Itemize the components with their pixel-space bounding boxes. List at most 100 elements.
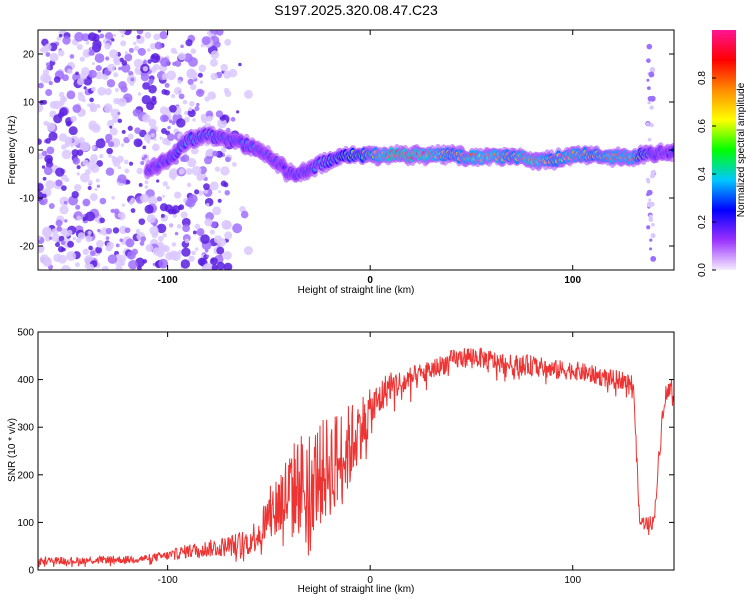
- spectrogram-noise-blob: [75, 204, 81, 210]
- x-tick-label: 100: [564, 575, 581, 586]
- spectrogram-noise-blob: [176, 118, 186, 128]
- spectrogram-noise-blob: [216, 261, 225, 270]
- y-tick-label: 20: [23, 50, 35, 61]
- spectrogram-noise-blob: [120, 40, 127, 47]
- spectrogram-noise-blob: [123, 159, 129, 165]
- spectrogram-noise-blob: [203, 189, 209, 194]
- spectrogram-noise-blob: [188, 255, 195, 262]
- spectrogram-noise-blob: [73, 214, 77, 219]
- spectrogram-noise-blob: [43, 120, 49, 126]
- spectrogram-noise-blob: [97, 228, 101, 233]
- spectrogram-noise-blob: [39, 99, 45, 106]
- spectrogram-noise-blob: [162, 181, 168, 187]
- spectrogram-noise-blob: [46, 146, 55, 155]
- spectrogram-noise-blob: [99, 153, 104, 159]
- spectrogram-noise-blob: [230, 117, 236, 122]
- colorbar-label: Normalized spectral amplitude: [736, 82, 747, 217]
- spectrogram-noise-blob: [127, 125, 133, 131]
- spectrogram-noise-blob: [135, 228, 141, 234]
- spectrogram-noise-blob: [137, 92, 142, 96]
- spectrogram-noise-blob: [169, 104, 177, 113]
- spectrogram-noise-blob: [189, 101, 195, 107]
- spectrogram-noise-blob: [205, 110, 214, 118]
- spectrogram-noise-blob: [144, 180, 149, 185]
- spectrogram-noise-blob: [95, 178, 100, 183]
- spectrogram-noise-blob: [48, 203, 55, 209]
- spectrogram-noise-blob: [192, 230, 197, 235]
- spectrogram-noise-blob: [105, 56, 110, 61]
- spectrogram-noise-blob: [49, 52, 59, 62]
- spectrogram-noise-blob: [180, 259, 191, 269]
- spectrogram-noise-blob: [76, 78, 84, 86]
- spectrogram-noise-blob: [160, 114, 168, 123]
- spectrogram-noise-blob: [95, 64, 102, 72]
- spectrogram-noise-blob: [62, 36, 71, 45]
- spectrogram-noise-blob: [214, 166, 221, 172]
- spectrogram-noise-blob: [134, 68, 142, 75]
- spectrogram-noise-blob: [168, 250, 179, 260]
- spectrogram-noise-blob: [649, 123, 654, 128]
- spectrogram-noise-blob: [119, 57, 125, 63]
- spectrogram-noise-blob: [238, 62, 242, 67]
- spectrogram-noise-blob: [87, 230, 92, 236]
- spectrogram-noise-blob: [102, 265, 109, 270]
- spectrogram-noise-blob: [85, 211, 96, 222]
- spectrogram-noise-blob: [79, 141, 90, 152]
- y-tick-label: 300: [17, 423, 34, 434]
- spectrogram-noise-blob: [186, 182, 192, 188]
- spectrogram-noise-blob: [204, 248, 209, 253]
- spectrogram-noise-blob: [117, 97, 127, 107]
- spectrogram-noise-blob: [646, 58, 651, 63]
- spectrogram-noise-blob: [45, 89, 53, 97]
- spectrogram-noise-blob: [196, 102, 200, 107]
- spectrogram-noise-blob: [72, 236, 76, 241]
- spectrogram-noise-blob: [88, 49, 95, 56]
- spectrogram-noise-blob: [74, 184, 82, 192]
- spectrogram-noise-blob: [82, 98, 86, 103]
- spectrogram-noise-blob: [115, 265, 123, 270]
- spectrogram-noise-blob: [44, 43, 52, 51]
- spectrogram-noise-blob: [97, 86, 107, 96]
- spectrogram-noise-blob: [119, 30, 126, 34]
- spectrogram-noise-blob: [140, 193, 150, 203]
- spectrogram-noise-blob: [648, 214, 653, 219]
- spectrogram-noise-blob: [142, 145, 147, 150]
- spectrogram-noise-blob: [236, 110, 240, 114]
- spectrogram-noise-blob: [647, 100, 651, 105]
- spectrogram-noise-blob: [72, 157, 80, 165]
- spectrogram-noise-blob: [173, 87, 182, 95]
- spectrogram-noise-blob: [171, 242, 177, 247]
- spectrogram-noise-blob: [129, 81, 135, 87]
- spectrogram-noise-blob: [63, 200, 68, 205]
- spectrogram-noise-blob: [76, 165, 81, 170]
- spectrogram-noise-blob: [46, 158, 53, 164]
- spectrogram-noise-blob: [220, 147, 227, 153]
- spectrogram-noise-blob: [70, 115, 77, 122]
- spectrogram-noise-blob: [206, 31, 211, 35]
- spectrogram-noise-blob: [177, 52, 186, 61]
- spectrogram-noise-blob: [115, 243, 120, 248]
- snr-frame: [37, 331, 675, 571]
- spectrogram-noise-blob: [197, 72, 203, 78]
- spectrogram-noise-blob: [119, 238, 124, 243]
- spectrogram-noise-blob: [184, 110, 189, 116]
- spectrogram-noise-blob: [174, 231, 179, 236]
- spectrogram-noise-blob: [138, 183, 143, 187]
- spectrogram-noise-blob: [187, 78, 194, 86]
- y-tick-label: -20: [20, 242, 35, 253]
- spectrogram-noise-blob: [188, 107, 193, 112]
- spectrogram-noise-blob: [45, 180, 55, 190]
- spectrogram-noise-blob: [168, 172, 176, 180]
- spectrogram-noise-blob: [206, 115, 213, 122]
- spectrogram-noise-blob: [202, 263, 211, 270]
- spectrogram-noise-blob: [90, 154, 98, 162]
- spectrogram-noise-blob: [111, 196, 115, 200]
- spectrogram-noise-blob: [243, 246, 253, 256]
- spectrogram-noise-blob: [165, 140, 171, 146]
- spectrogram-noise-blob: [95, 138, 106, 149]
- spectrogram-noise-blob: [201, 36, 211, 46]
- spectrogram-noise-blob: [649, 105, 654, 110]
- spectrogram-noise-blob: [80, 172, 90, 183]
- spectrogram-noise-blob: [124, 51, 129, 55]
- spectrogram-noise-blob: [130, 77, 135, 82]
